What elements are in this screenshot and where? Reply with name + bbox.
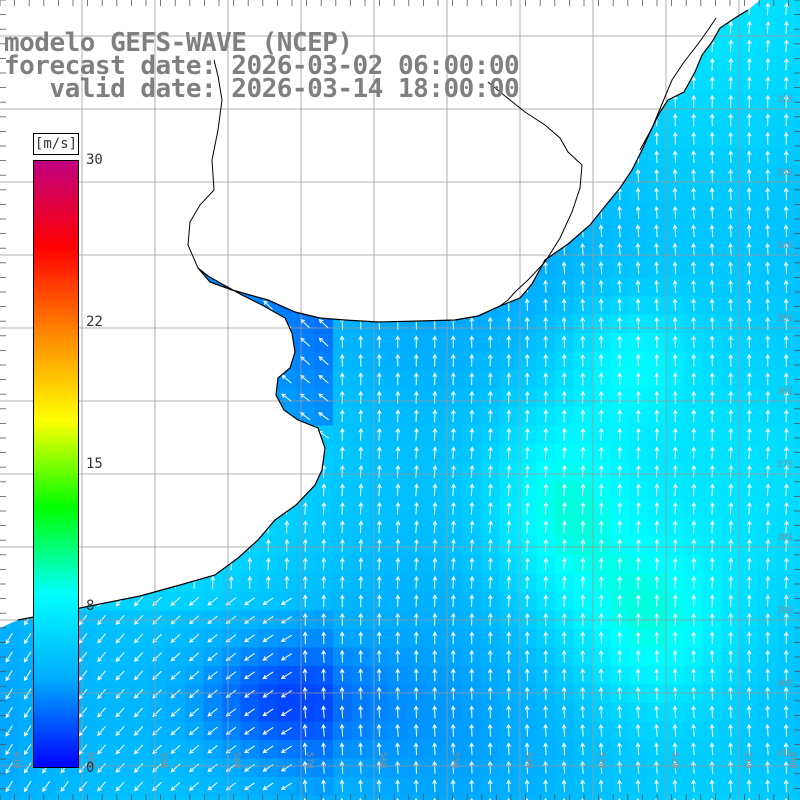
wind-speed-cell (796, 722, 800, 741)
latitude-label: 37S (777, 460, 793, 470)
wind-speed-cell (796, 315, 800, 334)
longitude-label: 51W (742, 752, 752, 769)
wind-speed-cell (278, 796, 297, 801)
latitude-label: 32S (777, 95, 793, 105)
wind-speed-cell (796, 629, 800, 648)
longitude-label: 54W (523, 752, 533, 769)
longitude-label: 53W (596, 752, 606, 769)
wind-speed-cell (796, 389, 800, 408)
longitude-label: 58W (231, 752, 241, 769)
wind-speed-cell (796, 296, 800, 315)
latitude-label: 33S (777, 168, 793, 178)
colorbar-tick-label: 30 (86, 153, 103, 167)
wind-speed-cell (796, 518, 800, 537)
wind-speed-cell (796, 222, 800, 241)
wind-speed-cell (796, 19, 800, 38)
colorbar-tick-label: 8 (86, 599, 94, 613)
latitude-label: 41S (777, 749, 793, 759)
wind-speed-cell (796, 537, 800, 556)
wind-speed-cell (74, 796, 93, 801)
wind-speed-cell (796, 167, 800, 186)
wind-speed-cell (796, 796, 800, 801)
longitude-label: 56W (377, 752, 387, 769)
wind-speed-cell (204, 796, 223, 801)
wind-speed-cell (796, 148, 800, 167)
wind-speed-cell (19, 796, 38, 801)
wind-speed-cell (796, 241, 800, 260)
wind-speed-cell (796, 204, 800, 223)
wind-speed-cell (111, 796, 130, 801)
latitude-label: 35S (777, 314, 793, 324)
wind-speed-cell (0, 796, 19, 801)
wind-speed-cell (167, 796, 186, 801)
wind-speed-cell (796, 278, 800, 297)
longitude-label: 52W (669, 752, 679, 769)
latitude-label: 36S (777, 387, 793, 397)
wind-speed-cell (148, 796, 167, 801)
longitude-label: 55W (450, 752, 460, 769)
wind-speed-cell (222, 796, 241, 801)
wind-speed-cell (796, 185, 800, 204)
wind-speed-cell (796, 259, 800, 278)
wind-speed-cell (796, 111, 800, 130)
wind-speed-cell (796, 777, 800, 796)
latitude-label: 34S (777, 241, 793, 251)
wind-speed-cell (796, 444, 800, 463)
latitude-label: 39S (777, 606, 793, 616)
wind-speed-cell (796, 481, 800, 500)
wind-speed-cell (796, 37, 800, 56)
colorbar-tick-label: 22 (86, 315, 103, 329)
wind-speed-cell (796, 592, 800, 611)
wind-speed-cell (796, 703, 800, 722)
wind-speed-cell (796, 666, 800, 685)
latitude-label: 40S (777, 679, 793, 689)
wind-speed-cell (796, 74, 800, 93)
wind-speed-cell (185, 796, 204, 801)
longitude-label: 59W (158, 752, 168, 769)
colorbar-tick-label: 0 (86, 761, 94, 775)
wind-speed-cell (259, 796, 278, 801)
valid-date: valid date: 2026-03-14 18:00:00 (4, 76, 519, 102)
wind-speed-cell (796, 555, 800, 574)
wind-speed-cell (796, 426, 800, 445)
wind-speed-cell (796, 352, 800, 371)
latitude-label: 38S (777, 533, 793, 543)
colorbar (33, 160, 79, 768)
wind-speed-cell (796, 0, 800, 19)
colorbar-unit: [m/s] (33, 133, 79, 155)
wind-speed-cell (796, 463, 800, 482)
longitude-label: 57W (304, 752, 314, 769)
wind-speed-cell (796, 574, 800, 593)
wind-speed-cell (37, 796, 56, 801)
wind-speed-cell (241, 796, 260, 801)
longitude-label: 61W (11, 752, 21, 769)
colorbar-tick-label: 15 (86, 457, 103, 471)
wind-speed-cell (796, 500, 800, 519)
